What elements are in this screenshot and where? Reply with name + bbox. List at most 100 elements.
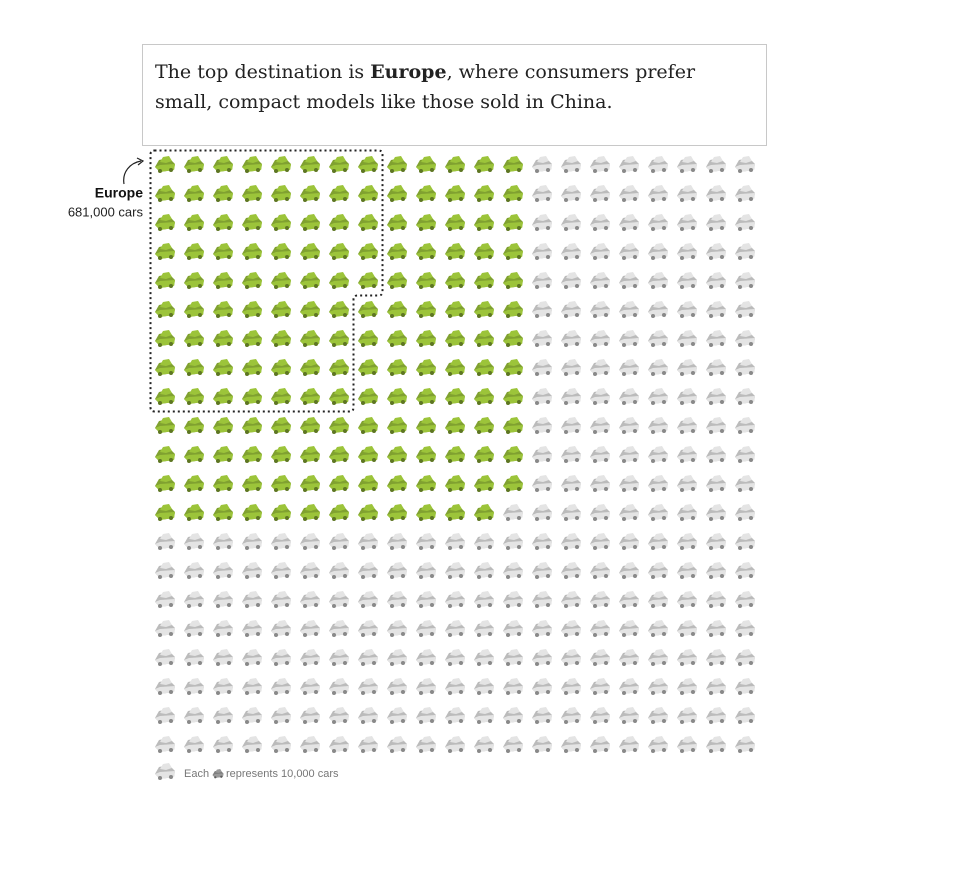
car-icon [242, 591, 262, 608]
car-wheel [691, 574, 695, 578]
car-wheel [285, 400, 289, 404]
car-icon [677, 214, 697, 231]
car-roof [334, 185, 346, 192]
car-icon [619, 620, 639, 637]
car-icon [474, 678, 494, 695]
car-roof [740, 562, 752, 569]
car-wheel [749, 168, 753, 172]
car-icon [677, 504, 697, 521]
car-roof [566, 736, 578, 743]
car-icon [184, 533, 204, 550]
car-roof [363, 736, 375, 743]
car-roof [711, 533, 723, 540]
car-roof [595, 446, 607, 453]
car-roof [334, 649, 346, 656]
car-wheel [419, 285, 423, 289]
car-roof [740, 156, 752, 163]
car-wheel [419, 720, 423, 724]
car-roof [479, 388, 491, 395]
car-wheel [187, 488, 191, 492]
car-roof [334, 388, 346, 395]
car-icon [387, 620, 407, 637]
car-icon [474, 301, 494, 318]
car-icon [735, 736, 755, 753]
car-icon [416, 649, 436, 666]
car-icon [590, 272, 610, 289]
car-icon [271, 707, 291, 724]
car-icon [677, 736, 697, 753]
car-wheel [303, 749, 307, 753]
car-wheel [187, 459, 191, 463]
car-roof [363, 388, 375, 395]
car-wheel [448, 749, 452, 753]
car-wheel [459, 632, 463, 636]
car-wheel [604, 197, 608, 201]
car-wheel [604, 313, 608, 317]
car-roof [595, 330, 607, 337]
car-icon [387, 475, 407, 492]
car-roof [334, 678, 346, 685]
car-wheel [633, 168, 637, 172]
car-wheel [256, 574, 260, 578]
car-roof [421, 156, 433, 163]
car-roof [595, 736, 607, 743]
car-roof [537, 359, 549, 366]
car-icon [416, 620, 436, 637]
car-wheel [738, 459, 742, 463]
car-wheel [401, 226, 405, 230]
car-wheel [169, 197, 173, 201]
car-roof [537, 388, 549, 395]
car-wheel [477, 691, 481, 695]
car-wheel [256, 719, 260, 723]
car-icon [474, 359, 494, 376]
car-wheel [227, 429, 231, 433]
car-wheel [633, 226, 637, 230]
car-wheel [198, 429, 202, 433]
car-wheel [169, 168, 173, 172]
car-wheel [546, 226, 550, 230]
car-icon [155, 620, 175, 637]
car-wheel [419, 459, 423, 463]
car-roof [566, 649, 578, 656]
car-icon [619, 736, 639, 753]
car-wheel [343, 632, 347, 636]
car-roof [421, 185, 433, 192]
car-roof [653, 475, 665, 482]
car-wheel [343, 690, 347, 694]
car-icon [271, 417, 291, 434]
car-wheel [314, 458, 318, 462]
car-wheel [564, 720, 568, 724]
car-wheel [517, 197, 521, 201]
car-wheel [564, 314, 568, 318]
car-wheel [274, 546, 278, 550]
car-wheel [691, 168, 695, 172]
car-roof [218, 591, 230, 598]
car-wheel [738, 517, 742, 521]
car-roof [218, 301, 230, 308]
car-icon [706, 243, 726, 260]
car-wheel [488, 197, 492, 201]
car-roof [711, 214, 723, 221]
car-wheel [227, 342, 231, 346]
car-wheel [430, 168, 434, 172]
car-wheel [477, 169, 481, 173]
car-wheel [633, 284, 637, 288]
car-wheel [158, 488, 162, 492]
car-wheel [303, 343, 307, 347]
car-roof [682, 272, 694, 279]
car-icon [416, 475, 436, 492]
car-wheel [506, 372, 510, 376]
car-wheel [332, 372, 336, 376]
car-icon [503, 591, 523, 608]
car-wheel [169, 487, 173, 491]
car-wheel [738, 633, 742, 637]
car-wheel [546, 458, 550, 462]
car-icon [590, 388, 610, 405]
car-icon [619, 214, 639, 231]
car-roof [189, 417, 201, 424]
car-wheel [459, 226, 463, 230]
car-icon [329, 214, 349, 231]
car-wheel [546, 197, 550, 201]
car-roof [653, 620, 665, 627]
car-wheel [158, 604, 162, 608]
